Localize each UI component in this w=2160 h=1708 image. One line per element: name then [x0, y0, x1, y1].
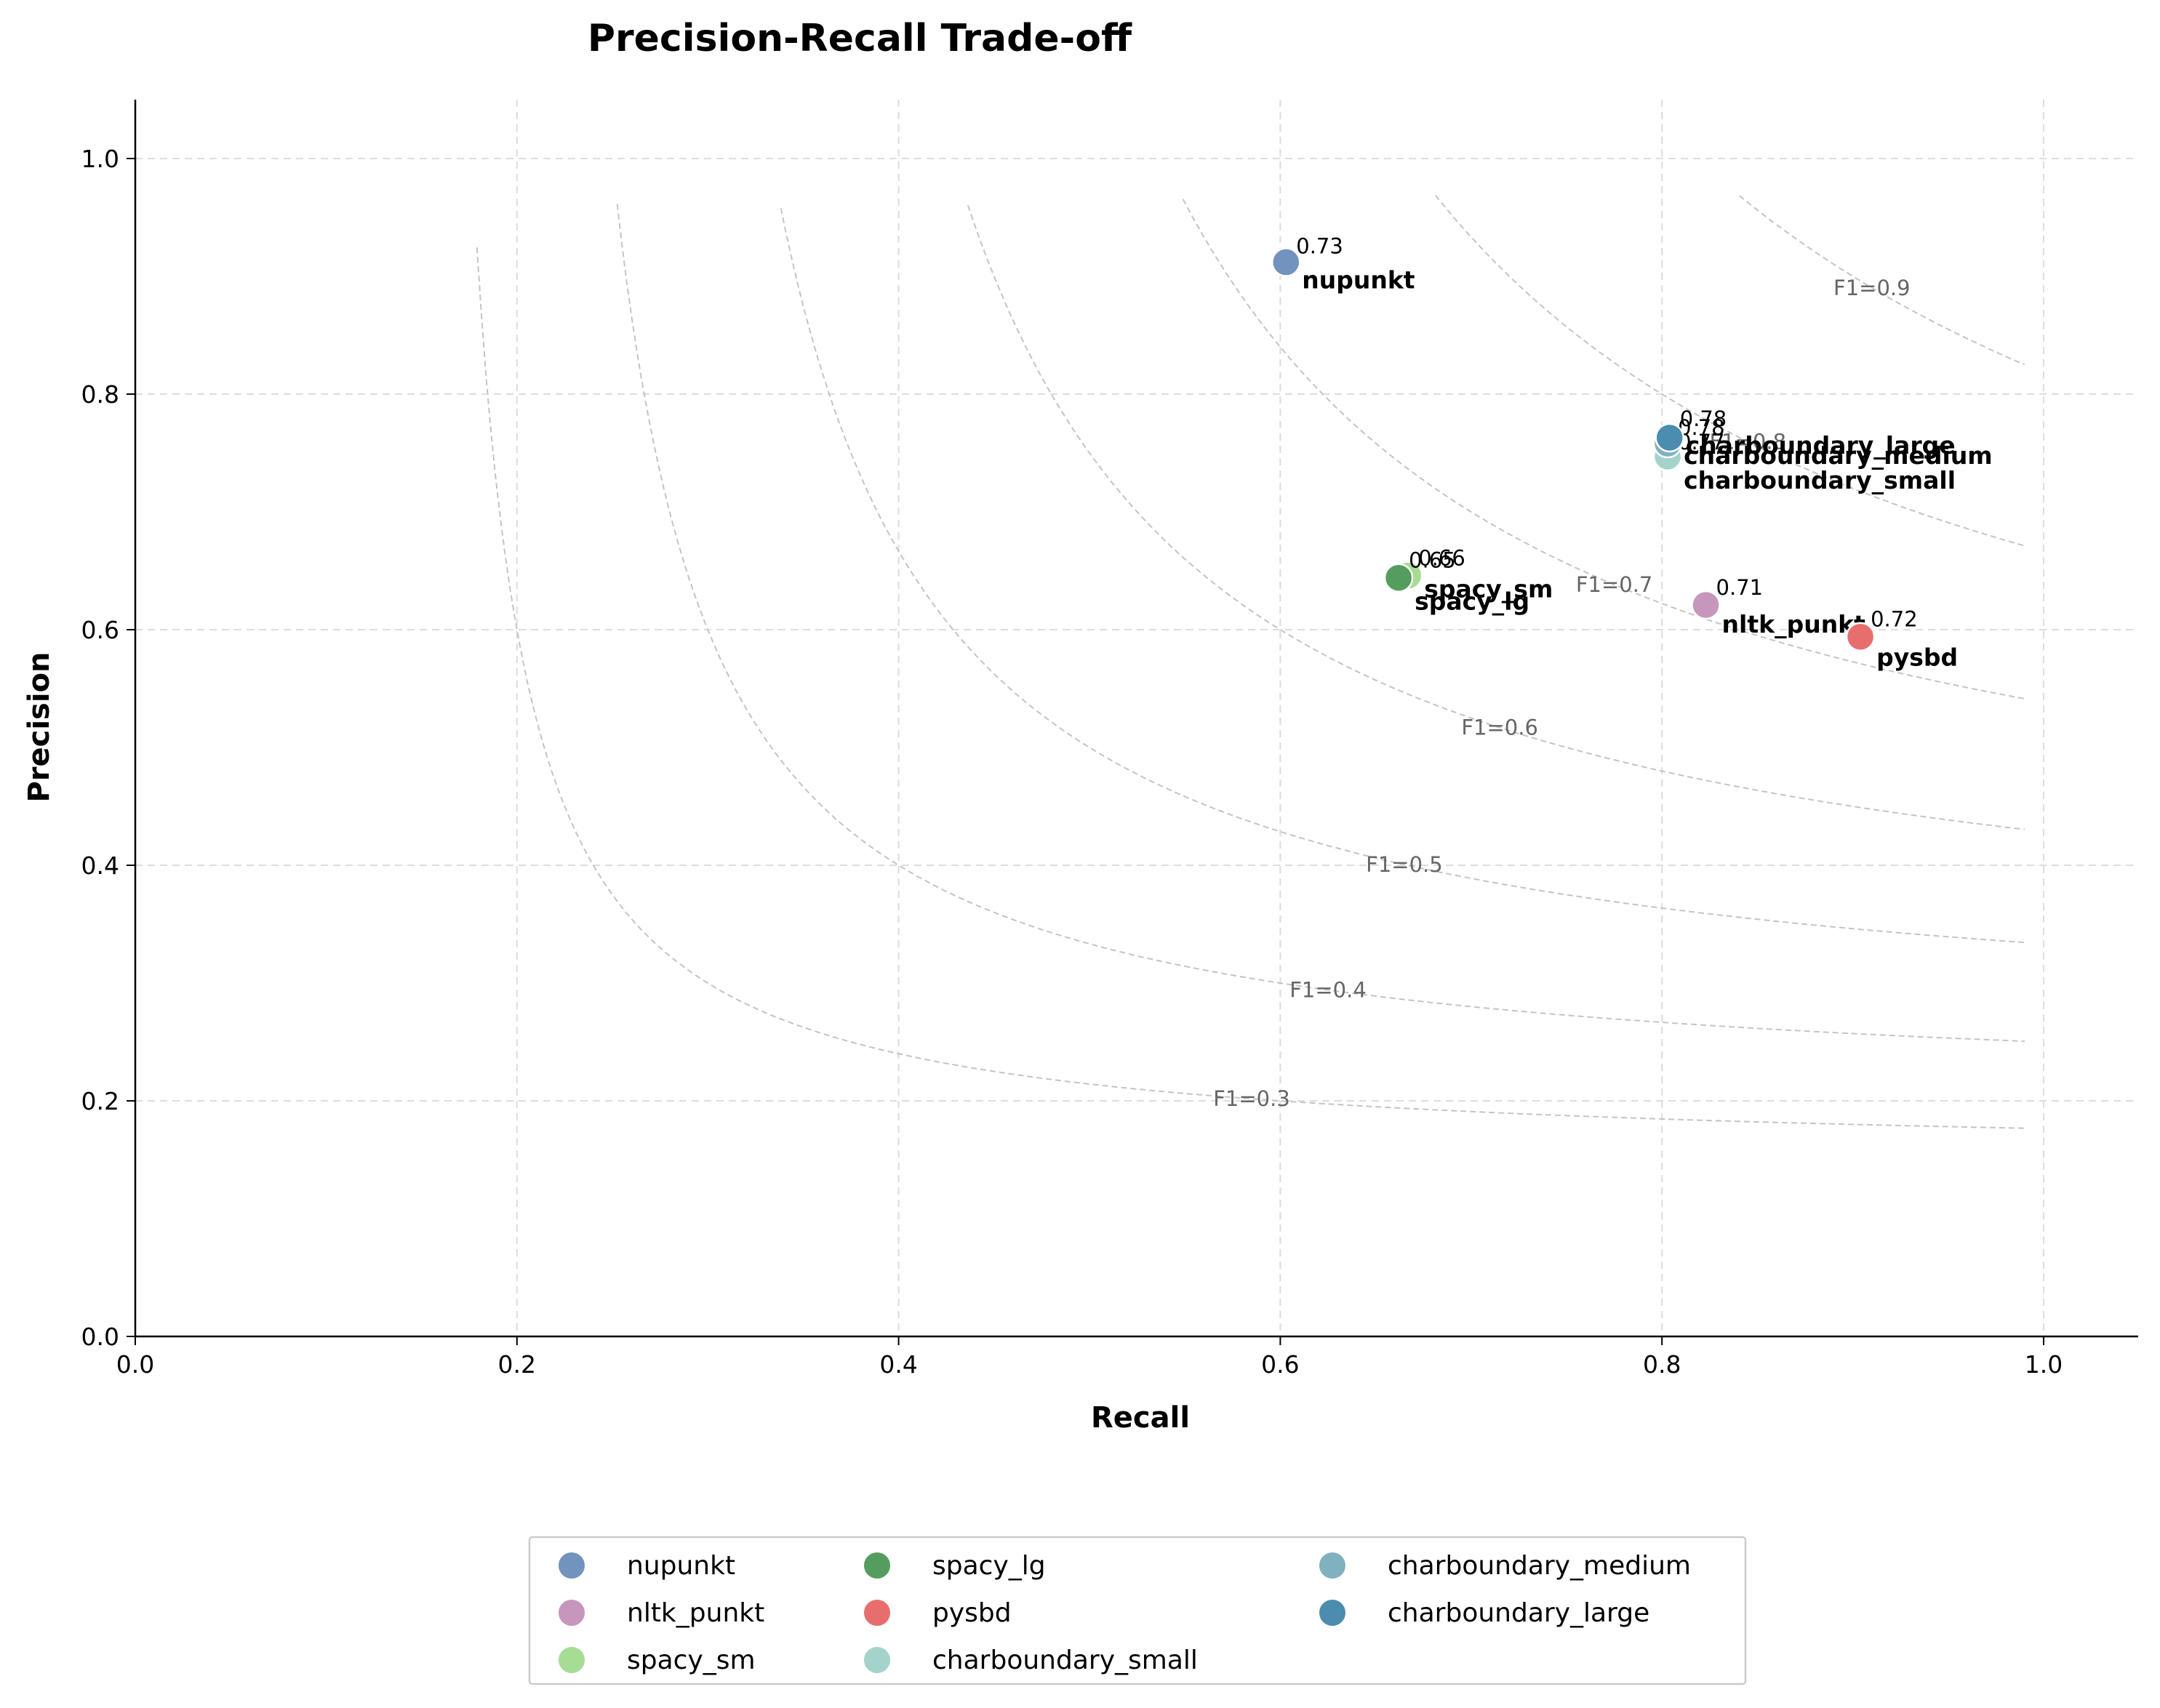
- x-tick-label: 0.0: [116, 1350, 154, 1379]
- point-nltk-punkt: [1691, 590, 1721, 620]
- y-tick-label: 0.0: [81, 1323, 119, 1351]
- point-f1-label: 0.78: [1680, 406, 1727, 431]
- point-name-label: spacy_lg: [1415, 588, 1529, 616]
- point-name-label: nltk_punkt: [1722, 610, 1866, 638]
- iso-f1-curve: [1738, 195, 2025, 366]
- legend-box: [528, 1536, 1747, 1685]
- x-tick-label: 0.8: [1643, 1350, 1681, 1379]
- point-f1-label: 0.66: [1418, 545, 1465, 570]
- legend-label: nltk_punkt: [627, 1598, 764, 1628]
- point-f1-label: 0.65: [1409, 548, 1456, 573]
- y-tick-label: 1.0: [81, 145, 119, 173]
- legend-label: spacy_lg: [932, 1551, 1046, 1581]
- point-name-label: spacy_sm: [1424, 574, 1553, 603]
- chart-title: Precision-Recall Trade-off: [588, 17, 1132, 60]
- iso-f1-label: F1=0.5: [1366, 852, 1443, 877]
- iso-f1-label: F1=0.4: [1289, 978, 1367, 1003]
- legend-marker: [557, 1551, 586, 1580]
- iso-f1-label: F1=0.9: [1833, 276, 1911, 300]
- point-nupunkt: [1271, 247, 1301, 277]
- point-f1-label: 0.73: [1296, 234, 1343, 259]
- legend-marker: [1318, 1598, 1347, 1627]
- legend-marker: [863, 1598, 892, 1627]
- x-tick-label: 0.4: [879, 1350, 917, 1379]
- legend-label: charboundary_medium: [1388, 1551, 1691, 1581]
- x-tick-label: 0.6: [1261, 1350, 1299, 1379]
- point-name-label: pysbd: [1876, 643, 1958, 672]
- iso-f1-label: F1=0.3: [1213, 1086, 1290, 1111]
- data-points: 0.73 nupunkt 0.71 nltk_punkt 0.66 spacy_sm0.6…: [1271, 234, 1993, 672]
- iso-f1-curve: [1434, 194, 2025, 547]
- iso-f1-label: F1=0.6: [1461, 715, 1538, 740]
- iso-f1-label: F1=0.7: [1576, 572, 1653, 597]
- x-tick-label: 1.0: [2025, 1350, 2063, 1379]
- point-name-label: charboundary_medium: [1684, 441, 1993, 470]
- point-f1-label: 0.71: [1716, 575, 1764, 600]
- point-f1-label: 0.72: [1871, 607, 1918, 632]
- iso-f1-curve: [967, 204, 2025, 830]
- legend-marker: [863, 1645, 892, 1675]
- y-tick-label: 0.6: [81, 616, 119, 644]
- point-charboundary-large: [1655, 422, 1684, 453]
- iso-f1-label: F1=0.8: [1709, 430, 1786, 454]
- legend-marker: [557, 1645, 586, 1675]
- point-name-label: charboundary_small: [1684, 466, 1956, 494]
- legend-label: spacy_sm: [627, 1645, 756, 1675]
- legend-label: nupunkt: [627, 1551, 735, 1581]
- x-tick-label: 0.2: [498, 1350, 536, 1379]
- y-tick-label: 0.2: [81, 1087, 119, 1115]
- legend-marker: [557, 1598, 586, 1627]
- legend-label: charboundary_large: [1388, 1598, 1649, 1628]
- point-spacy-lg: [1383, 563, 1414, 593]
- grid: [135, 100, 2138, 1336]
- legend-marker: [863, 1551, 892, 1580]
- legend-marker: [1318, 1551, 1347, 1580]
- iso-f1-curve: [616, 204, 2025, 1042]
- axes: 0.0 0.2 0.4 0.6 0.8 1.0 0.0 0.2 0.4 0.6 0.8 1.0: [81, 100, 2138, 1379]
- legend-label: charboundary_small: [932, 1645, 1198, 1675]
- legend-label: pysbd: [932, 1598, 1012, 1628]
- point-name-label: nupunkt: [1302, 266, 1415, 294]
- iso-f1-curve: [1182, 199, 2025, 699]
- point-f1-label: 0.77: [1678, 430, 1725, 454]
- x-axis-title: Recall: [1091, 1401, 1190, 1435]
- y-axis-title: Precision: [23, 651, 56, 802]
- iso-f1-curve: [780, 208, 2025, 944]
- iso-f1-curves: F1=0.3 F1=0.4 F1=0.5 F1=0.6 F1=0.7 F1=0.8 F1=0…: [476, 194, 2025, 1129]
- y-tick-label: 0.8: [81, 380, 119, 409]
- point-name-label: charboundary_large: [1686, 431, 1956, 460]
- point-f1-label: 0.78: [1678, 415, 1725, 440]
- point-pysbd: [1845, 622, 1876, 651]
- y-tick-label: 0.4: [81, 851, 119, 880]
- iso-f1-curve: [476, 247, 2025, 1129]
